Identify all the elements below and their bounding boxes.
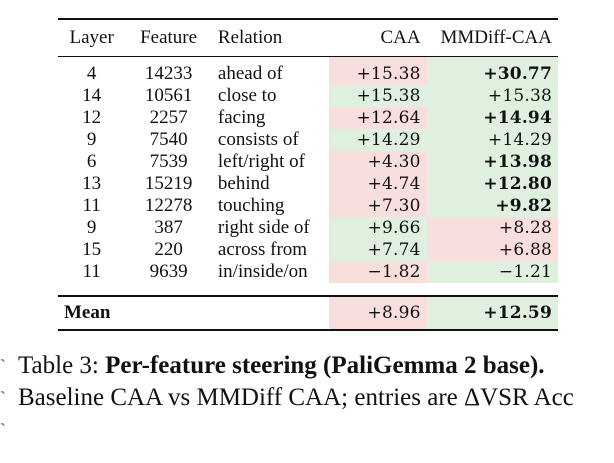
cell-mmdiff: +12.80 — [426, 173, 558, 195]
cell-caa: +7.30 — [329, 195, 427, 217]
cell-relation: close to — [217, 85, 277, 106]
cell-mmdiff: +8.28 — [426, 217, 558, 239]
mean-mmdiff: +12.59 — [426, 295, 558, 330]
mean-label: Mean — [58, 295, 126, 330]
cell-relation: behind — [217, 173, 270, 194]
cell-layer: 9 — [86, 129, 97, 150]
cell-relation: consists of — [217, 129, 299, 150]
cell-feature: 15219 — [144, 173, 193, 194]
cell-caa: +4.30 — [329, 151, 427, 173]
cell-caa: +15.38 — [329, 85, 427, 107]
cell-feature: 2257 — [149, 107, 188, 128]
cell-caa: +9.66 — [329, 217, 427, 239]
header-layer: Layer — [69, 27, 114, 48]
header-row: Layer Feature Relation CAA MMDiff-CAA — [58, 19, 558, 57]
cell-caa: +4.74 — [329, 173, 427, 195]
cell-feature: 12278 — [144, 195, 193, 216]
cell-mmdiff: +30.77 — [426, 56, 558, 85]
table-caption: Table 3: Per-feature steering (PaliGemma… — [18, 350, 608, 414]
header-feature: Feature — [140, 27, 198, 48]
cell-mmdiff: −1.21 — [426, 261, 558, 283]
mean-caa: +8.96 — [329, 295, 427, 330]
cell-feature: 387 — [154, 217, 183, 238]
cell-relation: ahead of — [217, 63, 283, 84]
table-body: 4 14233 ahead of +15.38 +30.77 14 10561 close t… — [58, 56, 558, 283]
cell-caa: +14.29 — [329, 129, 427, 151]
cell-mmdiff: +13.98 — [426, 151, 558, 173]
cell-layer: 11 — [82, 261, 101, 282]
cell-layer: 11 — [82, 195, 101, 216]
table-footer: Mean +8.96 +12.59 — [58, 283, 558, 330]
cell-layer: 6 — [86, 151, 97, 172]
cell-mmdiff: +14.94 — [426, 107, 558, 129]
cell-relation: touching — [217, 195, 285, 216]
mean-row: Mean +8.96 +12.59 — [58, 295, 558, 330]
cell-feature: 14233 — [144, 63, 193, 84]
table-row: 14 10561 close to +15.38 +15.38 — [58, 85, 558, 107]
margin-mark: ˋ — [0, 420, 6, 440]
cell-relation: right side of — [217, 217, 310, 238]
table-row: 13 15219 behind +4.74 +12.80 — [58, 173, 558, 195]
table-row: 11 9639 in/inside/on −1.82 −1.21 — [58, 261, 558, 283]
cell-layer: 14 — [82, 85, 102, 106]
margin-mark: ˋ — [0, 356, 6, 376]
cell-caa: +12.64 — [329, 107, 427, 129]
cell-mmdiff: +14.29 — [426, 129, 558, 151]
cell-relation: across from — [217, 239, 308, 260]
table-row: 6 7539 left/right of +4.30 +13.98 — [58, 151, 558, 173]
caption-bold: Per-feature steering (PaliGemma 2 base). — [105, 352, 545, 379]
cell-feature: 7540 — [149, 129, 188, 150]
header-relation: Relation — [217, 27, 283, 48]
table-row: 4 14233 ahead of +15.38 +30.77 — [58, 56, 558, 85]
cell-mmdiff: +6.88 — [426, 239, 558, 261]
cell-layer: 12 — [82, 107, 102, 128]
cell-layer: 4 — [86, 63, 97, 84]
caption-prefix: Table 3: — [18, 352, 106, 379]
table-row: 12 2257 facing +12.64 +14.94 — [58, 107, 558, 129]
caption-rest: Baseline CAA vs MMDiff CAA; entries are … — [18, 384, 574, 411]
cell-feature: 10561 — [144, 85, 193, 106]
cell-mmdiff: +15.38 — [426, 85, 558, 107]
cell-feature: 7539 — [149, 151, 188, 172]
table-row: 9 387 right side of +9.66 +8.28 — [58, 217, 558, 239]
mean-empty-relation — [211, 295, 330, 330]
header-mmdiff: MMDiff-CAA — [440, 27, 552, 48]
margin-mark: ˋ — [0, 388, 6, 408]
header-caa: CAA — [380, 27, 421, 48]
cell-feature: 9639 — [149, 261, 188, 282]
cell-relation: in/inside/on — [217, 261, 308, 282]
cell-caa: −1.82 — [329, 261, 427, 283]
margin-marks: ˋ ˋ ˋ — [0, 350, 10, 446]
cell-layer: 13 — [82, 173, 102, 194]
cell-layer: 9 — [86, 217, 97, 238]
mean-empty-feature — [125, 295, 212, 330]
table-row: 11 12278 touching +7.30 +9.82 — [58, 195, 558, 217]
cell-caa: +15.38 — [329, 56, 427, 85]
cell-mmdiff: +9.82 — [426, 195, 558, 217]
cell-relation: facing — [217, 107, 266, 128]
cell-caa: +7.74 — [329, 239, 427, 261]
table-row: 9 7540 consists of +14.29 +14.29 — [58, 129, 558, 151]
cell-layer: 15 — [82, 239, 102, 260]
cell-relation: left/right of — [217, 151, 305, 172]
table-row: 15 220 across from +7.74 +6.88 — [58, 239, 558, 261]
cell-feature: 220 — [154, 239, 183, 260]
spacer-row — [58, 283, 558, 296]
